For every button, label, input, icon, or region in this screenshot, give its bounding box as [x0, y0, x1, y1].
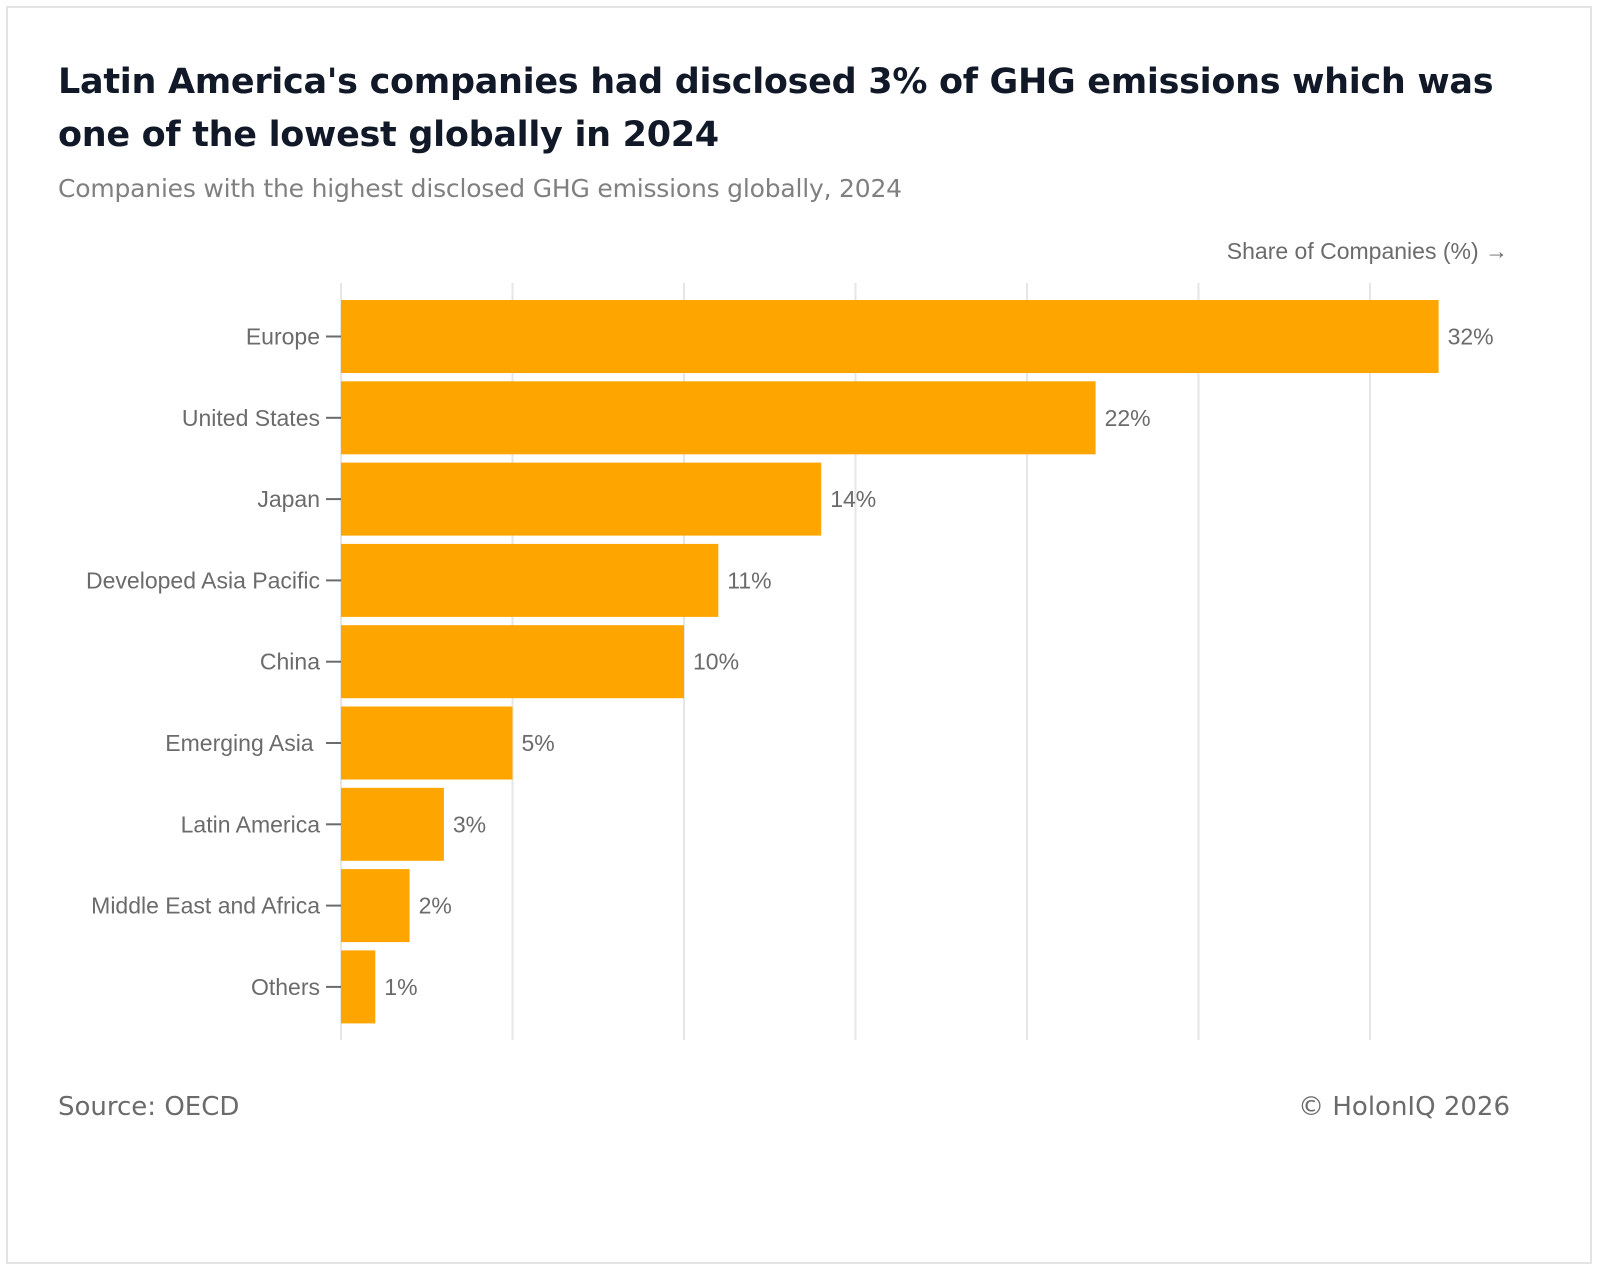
category-label: China [260, 649, 320, 675]
category-label: United States [182, 405, 320, 431]
chart-card [6, 6, 1592, 1264]
value-label: 2% [419, 893, 452, 919]
category-label: Others [251, 974, 320, 1000]
category-label: Japan [257, 486, 320, 512]
category-label: Middle East and Africa [91, 893, 320, 919]
value-label: 32% [1448, 324, 1494, 350]
value-label: 1% [384, 974, 417, 1000]
value-label: 14% [830, 486, 876, 512]
category-label: Emerging Asia [165, 730, 320, 756]
labels: Europe 32% United States 22% Japan 14% Develop… [86, 324, 1494, 1000]
category-label: Developed Asia Pacific [86, 567, 320, 593]
bar [341, 950, 376, 1024]
bar [341, 462, 822, 536]
bar [341, 706, 513, 780]
source-note: Source: OECD [58, 1092, 240, 1122]
category-label: Europe [246, 324, 320, 350]
value-label: 10% [693, 649, 739, 675]
x-axis-title: Share of Companies (%) → [1226, 238, 1508, 264]
bar [341, 787, 444, 861]
bar [341, 543, 719, 617]
category-label: Latin America [181, 811, 321, 837]
chart-subtitle: Companies with the highest disclosed GHG… [58, 174, 902, 203]
copyright-note: © HolonIQ 2026 [1298, 1092, 1510, 1122]
bars [341, 300, 1439, 1024]
value-label: 22% [1105, 405, 1151, 431]
value-label: 11% [727, 567, 771, 593]
bar [341, 381, 1096, 455]
bar [341, 625, 684, 699]
bar [341, 869, 410, 943]
value-label: 3% [453, 811, 486, 837]
value-label: 5% [522, 730, 555, 756]
bar [341, 300, 1439, 373]
chart-title: Latin America's companies had disclosed … [58, 62, 1494, 155]
